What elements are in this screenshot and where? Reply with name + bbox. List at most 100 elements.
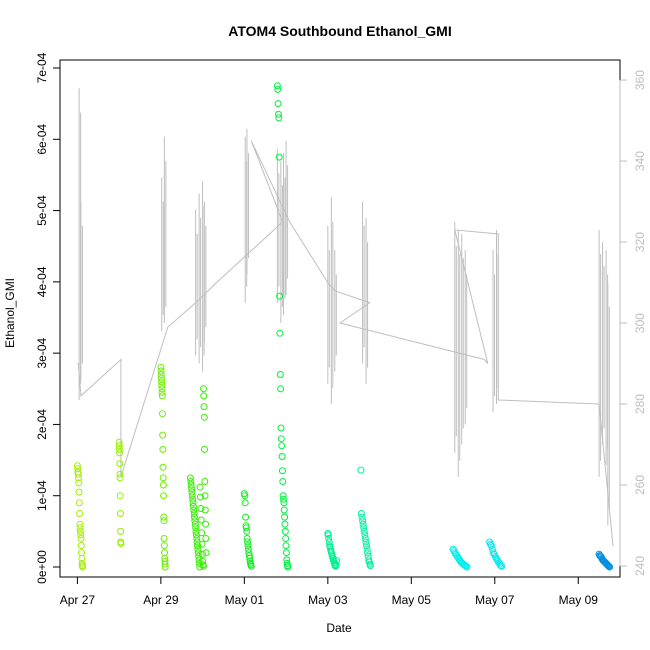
x-tick-label: May 05 [392,593,432,607]
chart-title: ATOM4 Southbound Ethanol_GMI [228,23,451,39]
data-point [192,524,200,532]
data-point [76,510,84,517]
data-point [241,499,249,507]
data-point [79,563,87,571]
data-point [78,549,85,557]
data-point [360,527,368,535]
data-point [201,492,209,500]
data-point [117,540,125,547]
data-point [275,153,283,161]
y2-tick-label: 360 [633,70,647,90]
data-point [282,535,290,542]
data-point [158,385,166,393]
y2-tick-label: 320 [633,232,647,252]
data-point [242,524,250,532]
y2-tick-label: 280 [633,394,647,414]
data-point [160,535,168,542]
data-point [188,492,196,500]
data-point [197,505,205,512]
data-point [284,563,292,571]
x-tick-label: May 01 [225,593,265,607]
y-tick-label: 4e-04 [35,266,49,297]
data-point [276,371,284,378]
data-point [199,557,207,565]
y-tick-label: 3e-04 [35,337,49,368]
data-point [76,527,84,535]
data-point [358,513,366,521]
data-point [277,424,285,432]
data-point [325,535,333,542]
data-point [281,513,289,521]
data-point [159,445,167,453]
data-point [360,524,368,532]
data-point [198,550,206,558]
data-point [157,374,165,382]
data-point [489,549,497,557]
data-point [363,542,370,550]
data-point [359,517,367,525]
data-point [280,506,288,514]
data-point [201,445,208,453]
y-axis: 0e+00 1e-04 2e-04 3e-04 4e-04 5e-04 6e-04 7e-04 [35,52,61,584]
data-point [194,545,202,553]
data-point [278,453,286,460]
y-tick-label: 2e-04 [35,409,49,440]
data-point [77,531,85,539]
data-point [161,563,169,571]
data-point [77,542,85,550]
data-point [324,531,332,539]
data-point [159,463,167,471]
data-point [277,435,285,443]
data-point [160,542,168,550]
data-point [116,460,124,468]
data-point [487,542,495,550]
data-point [362,538,370,546]
data-point [366,562,374,570]
data-point [78,554,86,562]
data-point [201,478,209,485]
data-point [200,385,207,393]
data-point [604,562,612,570]
data-point [198,540,206,548]
data-point [157,367,165,375]
y-tick-label: 5e-04 [35,195,49,226]
data-point [116,510,124,517]
data-point [198,529,206,537]
data-point [76,520,84,528]
data-point [281,527,289,535]
y2-tick-label: 240 [633,556,647,576]
data-point [200,392,208,400]
data-point [246,554,254,562]
data-point [357,466,365,474]
data-point [197,516,205,524]
data-point [116,492,124,500]
y-tick-label: 0e+00 [35,550,49,584]
data-point [200,562,207,570]
data-point [74,470,82,478]
data-point [186,474,194,482]
data-point [77,535,85,542]
data-point [188,485,196,493]
x-axis-label: Date [326,621,352,635]
x-tick-label: Apr 29 [143,593,179,607]
data-point [273,82,281,90]
data-point [159,431,167,439]
data-point [115,445,123,453]
data-point [160,492,168,500]
data-point [158,378,166,386]
plot-frame [59,59,621,578]
data-point [191,513,198,521]
data-point [282,542,290,550]
data-point [278,467,286,475]
data-point [496,560,504,568]
data-point [116,474,124,482]
data-point [159,410,166,418]
data-point [197,493,204,501]
data-point [191,520,199,528]
data-point [202,520,210,528]
data-point [195,552,203,560]
data-point [115,438,123,446]
data-point [188,488,196,496]
data-point [158,392,166,400]
